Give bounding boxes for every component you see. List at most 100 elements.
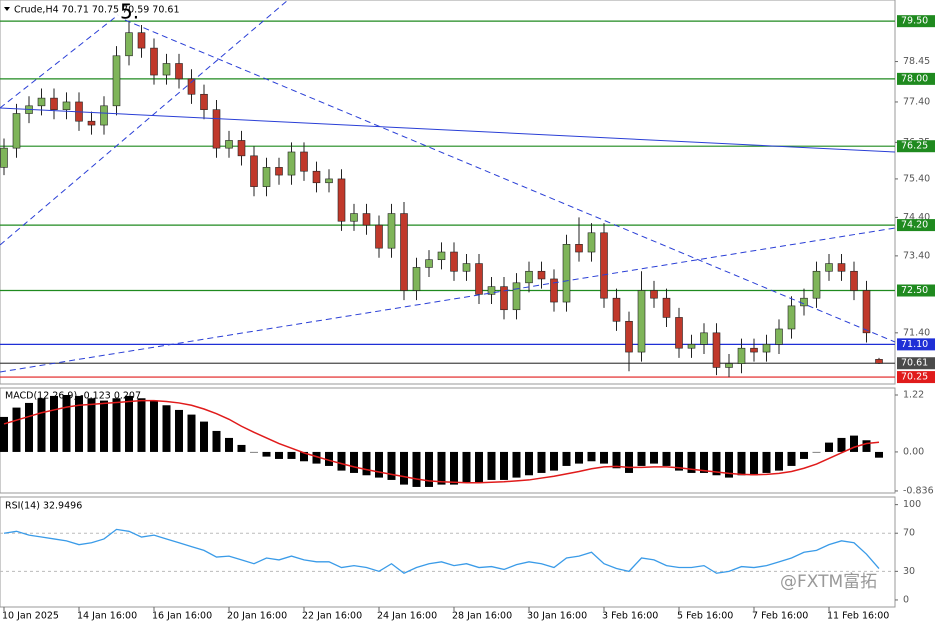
candle-body bbox=[612, 297, 621, 322]
macd-bar bbox=[125, 395, 133, 452]
macd-bar bbox=[875, 451, 883, 458]
candle-body bbox=[387, 213, 396, 249]
trendline bbox=[0, 14, 119, 109]
macd-bar bbox=[650, 451, 658, 464]
trendlines bbox=[0, 0, 896, 373]
candle-body bbox=[825, 263, 833, 272]
candle-body bbox=[37, 97, 46, 107]
level-label-box bbox=[897, 219, 935, 232]
macd-bar bbox=[700, 451, 708, 473]
macd-bar bbox=[112, 398, 121, 452]
candle-body bbox=[787, 305, 796, 330]
macd-bar bbox=[437, 451, 446, 485]
macd-bar bbox=[687, 451, 696, 473]
level-label-box bbox=[897, 371, 935, 384]
candle-body bbox=[525, 270, 533, 284]
x-tick-label: 11 Feb 16:00 bbox=[827, 611, 889, 622]
candle-body bbox=[125, 32, 133, 57]
signal-line bbox=[3, 399, 880, 484]
macd-bar bbox=[787, 451, 796, 466]
level-label-box bbox=[897, 338, 935, 351]
level-label-box bbox=[897, 284, 935, 297]
macd-bar bbox=[100, 400, 108, 452]
macd-bar bbox=[300, 451, 308, 462]
macd-bar bbox=[537, 451, 546, 473]
macd-bar bbox=[225, 437, 233, 452]
y-tick-label: 0 bbox=[903, 594, 909, 605]
macd-bar bbox=[837, 437, 846, 452]
macd-bar bbox=[425, 451, 433, 487]
y-tick-label: -0.836 bbox=[903, 485, 934, 496]
macd-bar bbox=[512, 451, 521, 478]
level-label: 78.00 bbox=[901, 73, 928, 84]
macd-bar bbox=[325, 451, 333, 466]
candle-body bbox=[800, 297, 808, 307]
level-label-box bbox=[897, 72, 935, 85]
macd-bar bbox=[800, 451, 808, 459]
trendline bbox=[0, 107, 896, 153]
watermark: @FXTM富拓 bbox=[780, 572, 877, 592]
candle-body bbox=[137, 32, 146, 49]
macd-bar bbox=[862, 440, 871, 452]
macd-bar bbox=[50, 395, 58, 452]
candle-body bbox=[637, 290, 646, 353]
macd-bar bbox=[500, 451, 508, 480]
x-tick-label: 7 Feb 16:00 bbox=[752, 611, 808, 622]
y-tick-label: 71.40 bbox=[903, 327, 930, 338]
candle-body bbox=[850, 270, 858, 291]
candle-body bbox=[262, 167, 271, 187]
candle-body bbox=[287, 151, 296, 176]
candle-body bbox=[150, 47, 158, 76]
candle-body bbox=[450, 251, 458, 272]
trendline bbox=[0, 0, 289, 246]
macd-bar bbox=[275, 451, 283, 459]
candle-body bbox=[250, 155, 258, 187]
candle-body bbox=[187, 78, 196, 95]
trendline bbox=[0, 227, 896, 373]
macd-bar bbox=[712, 451, 721, 476]
candle-body bbox=[687, 344, 696, 349]
macd-bar bbox=[575, 451, 583, 464]
macd-bar bbox=[175, 409, 183, 452]
rsi-title: RSI(14) 32.9496 bbox=[5, 501, 82, 512]
y-tick-label: 78.45 bbox=[903, 56, 930, 67]
x-tick-label: 24 Jan 16:00 bbox=[377, 611, 437, 622]
macd-bar bbox=[637, 451, 646, 466]
macd-bar bbox=[550, 451, 558, 471]
macd-bar bbox=[12, 407, 21, 452]
macd-bar bbox=[25, 402, 33, 452]
x-tick-label: 30 Jan 16:00 bbox=[527, 611, 587, 622]
candle-body bbox=[300, 151, 308, 172]
candle-body bbox=[675, 317, 683, 349]
x-tick-label: 10 Jan 2025 bbox=[2, 611, 59, 622]
macd-bar bbox=[587, 451, 596, 462]
macd-bar bbox=[37, 398, 46, 452]
macd-bar bbox=[825, 442, 833, 452]
level-label-box bbox=[897, 15, 935, 28]
macd-bar bbox=[187, 414, 196, 452]
candle-body bbox=[425, 259, 433, 268]
y-tick-label: 0.00 bbox=[903, 446, 924, 457]
macd-bar bbox=[737, 451, 746, 476]
x-tick-label: 16 Jan 16:00 bbox=[152, 611, 212, 622]
y-tick-label: 75.40 bbox=[903, 173, 930, 184]
macd-bar bbox=[600, 451, 608, 464]
macd-bar bbox=[212, 430, 221, 452]
menu-arrow[interactable] bbox=[4, 7, 10, 11]
level-label-box bbox=[897, 140, 935, 153]
wave-annotation: 5. bbox=[120, 0, 139, 24]
macd-bar bbox=[312, 451, 321, 464]
candle-body bbox=[487, 286, 496, 295]
trendline bbox=[124, 19, 896, 343]
candle-body bbox=[550, 278, 558, 303]
macd-bar bbox=[812, 451, 821, 453]
candle-body bbox=[200, 93, 208, 110]
macd-bar bbox=[750, 451, 758, 476]
candle-body bbox=[537, 270, 546, 280]
y-tick-label: 73.40 bbox=[903, 250, 930, 261]
candle-body bbox=[100, 105, 108, 126]
candle-body bbox=[512, 282, 521, 311]
macd-bar bbox=[725, 451, 733, 478]
macd-bar bbox=[137, 398, 146, 452]
